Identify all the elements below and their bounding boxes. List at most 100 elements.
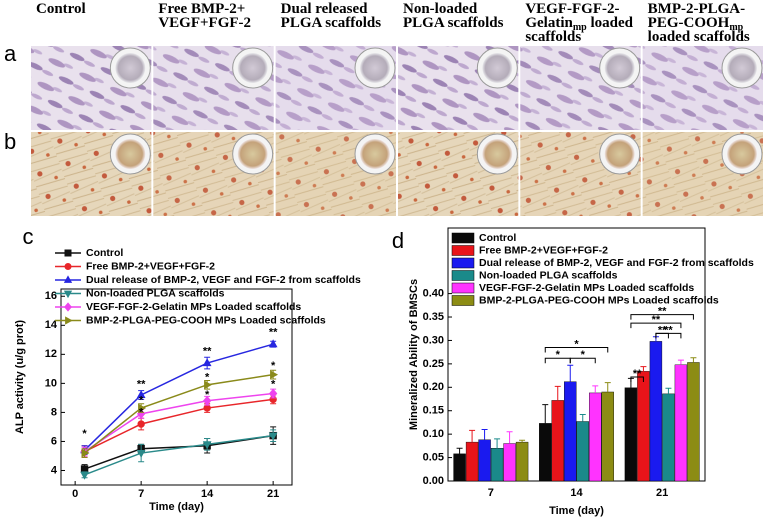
header-text: loaded: [587, 15, 634, 31]
column-header: PLGA scaffolds: [403, 15, 504, 31]
y-tick-label: 0.05: [423, 451, 444, 463]
point: [81, 448, 90, 458]
legend-label: Free BMP-2+VEGF+FGF-2: [86, 260, 215, 272]
y-tick-label: 0.35: [423, 311, 444, 323]
error-bar: [665, 387, 672, 394]
point: [202, 395, 212, 406]
significance-label: *: [271, 379, 276, 391]
column-header: Control: [36, 1, 86, 17]
x-tick-label: 14: [570, 487, 583, 499]
error-bar: [481, 428, 488, 440]
significance-label: **: [203, 345, 212, 357]
well-inset-inner: [604, 53, 635, 83]
significance-label: *: [556, 349, 561, 361]
well-inset-inner: [360, 53, 390, 83]
point: [203, 404, 211, 412]
significance-label: **: [633, 368, 642, 380]
plot-frame: [447, 227, 706, 482]
significance-label: *: [271, 360, 276, 372]
point: [268, 388, 278, 399]
legend-swatch: [451, 257, 475, 269]
legend-label: Dual release of BMP-2, VEGF and FGF-2 fr…: [86, 274, 361, 286]
charts: c Time (day) ALP activity (u/g prot) 4 6 8 10 1…: [14, 224, 754, 517]
point: [204, 380, 213, 390]
bar: [637, 371, 650, 482]
x-tick-label: 0: [72, 488, 78, 500]
panel-label: c: [23, 224, 34, 249]
error-bar: [592, 385, 599, 393]
point: [268, 339, 278, 348]
x-axis-label: Time (day): [549, 505, 604, 517]
x-axis-label: Time (day): [149, 501, 204, 513]
significance-label: **: [658, 306, 667, 318]
marker: [63, 290, 73, 299]
error-bar: [690, 357, 697, 363]
y-axis-label: Mineralized Ability of BMSCs: [408, 279, 420, 430]
column-header: PLGA scaffolds: [281, 15, 382, 31]
column-header: loaded scaffolds: [648, 29, 750, 45]
well-inset-inner: [482, 139, 513, 169]
marker: [64, 263, 72, 270]
column-header: BMP-2-PLGA-: [648, 1, 745, 17]
significance-bracket: [569, 357, 596, 364]
legend-swatch: [451, 245, 475, 256]
marker: [64, 249, 72, 257]
photo-panels: Control Free BMP-2+VEGF+FGF-2 Dual release…: [4, 1, 763, 216]
series-line: [84, 434, 274, 476]
marker: [64, 302, 72, 312]
series-line: [84, 392, 274, 453]
point: [80, 471, 89, 480]
y-tick-label: 6: [51, 435, 57, 447]
series-line: [84, 343, 274, 451]
point: [80, 465, 89, 473]
bar: [649, 341, 663, 482]
header-text: VEGF+FGF-2: [158, 15, 251, 31]
point: [136, 449, 146, 458]
column-header: Non-loaded: [403, 1, 478, 17]
well-inset-inner: [237, 139, 268, 169]
bar: [453, 453, 466, 482]
significance-label: *: [574, 338, 579, 350]
well-inset-inner: [727, 53, 757, 83]
column-header: VEGF-FGF-2-: [525, 1, 619, 17]
bar: [589, 392, 602, 482]
well-inset-inner: [115, 139, 146, 169]
column-header: Dual released: [281, 1, 368, 17]
significance-bracket: [544, 346, 609, 353]
row-label: b: [4, 129, 16, 154]
header-text: Dual released: [281, 1, 368, 17]
legend-label: VEGF-FGF-2-Gelatin MPs Loaded scaffolds: [86, 301, 301, 313]
error-bar: [554, 385, 561, 401]
legend-label: Free BMP-2+VEGF+FGF-2: [479, 244, 608, 256]
panel-label: d: [392, 228, 404, 253]
point: [202, 358, 212, 367]
significance-label: *: [139, 395, 144, 407]
header-text: Control: [36, 1, 86, 17]
point: [137, 420, 145, 428]
significance-label: **: [137, 379, 146, 391]
point: [270, 370, 279, 380]
error-bar: [567, 364, 574, 382]
header-text: Free BMP-2+: [158, 1, 245, 17]
bar: [478, 439, 491, 482]
x-tick-label: 7: [138, 488, 144, 500]
error-bar: [456, 447, 463, 454]
x-tick-label: 21: [656, 487, 668, 499]
significance-bracket: [630, 376, 644, 382]
bar: [662, 393, 675, 482]
column-header: PEG-COOHmp: [648, 15, 744, 33]
y-tick-label: 0.00: [423, 475, 444, 487]
header-text: Non-loaded: [403, 1, 478, 17]
legend-label: Non-loaded PLGA scaffolds: [86, 287, 225, 299]
significance-label: **: [658, 324, 667, 336]
column-header: Gelatinmp loaded: [525, 15, 633, 33]
significance-label: *: [205, 371, 210, 383]
error-bar: [494, 438, 501, 449]
series-line: [84, 398, 274, 453]
header-text: VEGF-FGF-2-: [525, 1, 619, 17]
error-bar: [469, 429, 476, 443]
bar: [674, 364, 688, 482]
significance-bracket: [630, 322, 682, 329]
x-tick-label: 7: [488, 487, 494, 499]
header-text: mp: [573, 22, 587, 33]
